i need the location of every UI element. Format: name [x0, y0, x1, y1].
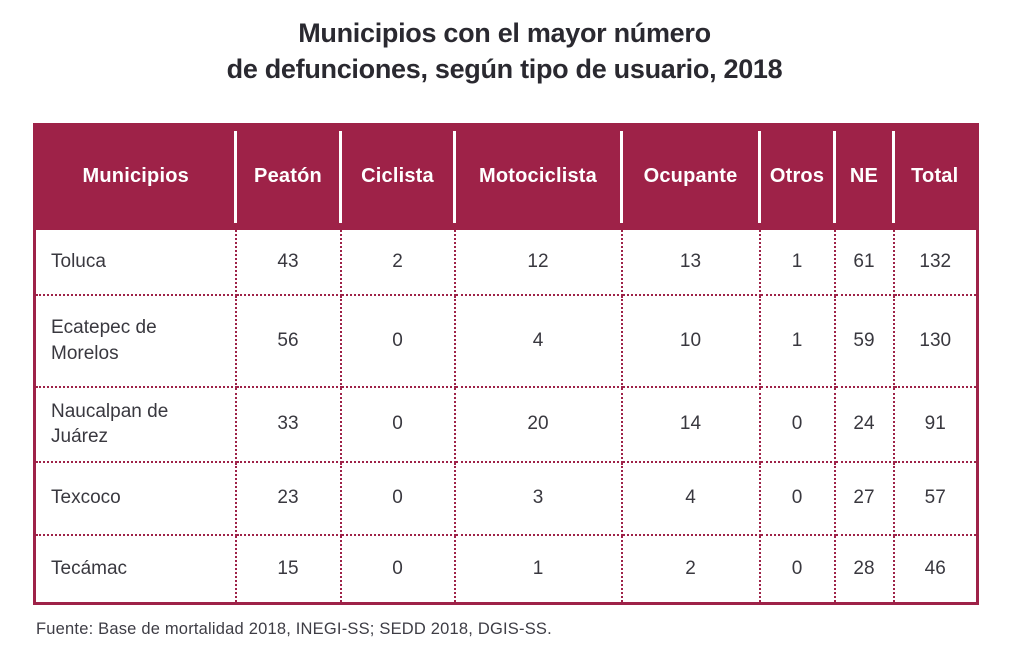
value-cell: 13	[620, 227, 761, 296]
table-row: Texcoco 23 0 3 4 0 27 57	[33, 460, 979, 536]
value-cell: 59	[833, 293, 895, 388]
column-header-ocupante: Ocupante	[620, 124, 760, 230]
value-cell: 2	[620, 533, 761, 605]
column-header-municipios: Municipios	[34, 124, 236, 230]
value-cell: 0	[339, 293, 456, 388]
column-header-peaton: Peatón	[234, 124, 341, 230]
table-row: Naucalpan de Juárez 33 0 20 14 0 24 91	[33, 385, 979, 463]
value-cell: 1	[758, 293, 836, 388]
column-header-motociclista: Motociclista	[453, 124, 622, 230]
value-cell: 61	[833, 227, 895, 296]
column-header-ne: NE	[833, 124, 894, 230]
table-body: Toluca 43 2 12 13 1 61 132 Ecatepec de M…	[33, 227, 979, 605]
value-cell: 56	[234, 293, 342, 388]
header-row: Municipios Peatón Ciclista Motociclista …	[34, 124, 978, 230]
value-cell: 27	[833, 460, 895, 536]
table-row: Ecatepec de Morelos 56 0 4 10 1 59 130	[33, 293, 979, 388]
column-header-total: Total	[892, 124, 978, 230]
value-cell: 12	[453, 227, 623, 296]
deaths-by-municipality-table: Municipios Peatón Ciclista Motociclista …	[33, 123, 979, 605]
municipality-cell: Naucalpan de Juárez	[33, 385, 237, 463]
municipality-cell: Ecatepec de Morelos	[33, 293, 237, 388]
chart-title-line2: de defunciones, según tipo de usuario, 2…	[226, 54, 783, 84]
value-cell: 4	[620, 460, 761, 536]
value-cell: 0	[339, 385, 456, 463]
municipality-cell: Texcoco	[33, 460, 237, 536]
value-cell: 20	[453, 385, 623, 463]
value-cell: 33	[234, 385, 342, 463]
value-cell: 23	[234, 460, 342, 536]
chart-title: Municipios con el mayor número de defunc…	[33, 15, 976, 87]
table-row: Tecámac 15 0 1 2 0 28 46	[33, 533, 979, 605]
total-cell: 46	[892, 533, 979, 605]
value-cell: 24	[833, 385, 895, 463]
table-row: Toluca 43 2 12 13 1 61 132	[33, 227, 979, 296]
value-cell: 14	[620, 385, 761, 463]
value-cell: 0	[339, 460, 456, 536]
value-cell: 1	[758, 227, 836, 296]
value-cell: 0	[758, 460, 836, 536]
value-cell: 0	[758, 385, 836, 463]
total-cell: 132	[892, 227, 979, 296]
value-cell: 43	[234, 227, 342, 296]
value-cell: 10	[620, 293, 761, 388]
column-header-otros: Otros	[758, 124, 835, 230]
total-cell: 130	[892, 293, 979, 388]
total-cell: 57	[892, 460, 979, 536]
chart-title-line1: Municipios con el mayor número	[298, 18, 711, 48]
value-cell: 4	[453, 293, 623, 388]
value-cell: 0	[339, 533, 456, 605]
value-cell: 2	[339, 227, 456, 296]
column-header-ciclista: Ciclista	[339, 124, 455, 230]
value-cell: 0	[758, 533, 836, 605]
municipality-cell: Tecámac	[33, 533, 237, 605]
value-cell: 3	[453, 460, 623, 536]
value-cell: 28	[833, 533, 895, 605]
total-cell: 91	[892, 385, 979, 463]
value-cell: 1	[453, 533, 623, 605]
municipality-cell: Toluca	[33, 227, 237, 296]
source-note: Fuente: Base de mortalidad 2018, INEGI-S…	[36, 620, 552, 638]
value-cell: 15	[234, 533, 342, 605]
table-header: Municipios Peatón Ciclista Motociclista …	[34, 124, 978, 230]
